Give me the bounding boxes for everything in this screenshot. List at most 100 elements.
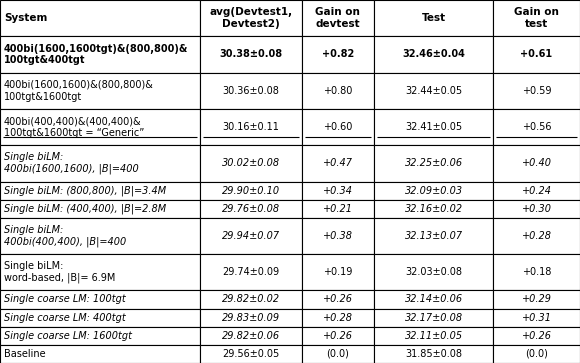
Text: +0.31: +0.31 [521, 313, 552, 323]
Text: +0.26: +0.26 [521, 331, 552, 341]
Bar [200, 73, 302, 109]
Bar [0, 218, 200, 254]
Text: Baseline: Baseline [4, 349, 46, 359]
Bar [200, 345, 302, 363]
Text: Single biLM:
word-based, |B|= 6.9M: Single biLM: word-based, |B|= 6.9M [4, 261, 115, 283]
Text: +0.60: +0.60 [323, 122, 353, 132]
Text: +0.30: +0.30 [521, 204, 552, 214]
Bar [200, 36, 302, 73]
Text: 400bi(1600,1600tgt)&(800,800)&
100tgt&400tgt: 400bi(1600,1600tgt)&(800,800)& 100tgt&40… [4, 44, 188, 65]
Bar [0, 36, 200, 73]
Text: 29.76±0.08: 29.76±0.08 [222, 204, 280, 214]
Bar [493, 290, 580, 309]
Text: Single biLM: (800,800), |B|=3.4M: Single biLM: (800,800), |B|=3.4M [4, 185, 166, 196]
Text: Single coarse LM: 100tgt: Single coarse LM: 100tgt [4, 294, 126, 305]
Bar [374, 182, 493, 200]
Bar [200, 218, 302, 254]
Bar [493, 145, 580, 182]
Bar [493, 327, 580, 345]
Text: 32.11±0.05: 32.11±0.05 [404, 331, 463, 341]
Bar [0, 109, 200, 145]
Bar [374, 309, 493, 327]
Bar [0, 73, 200, 109]
Text: +0.40: +0.40 [521, 158, 552, 168]
Bar [0, 182, 200, 200]
Bar [0, 327, 200, 345]
Text: +0.26: +0.26 [323, 294, 353, 305]
Bar [493, 345, 580, 363]
Bar [200, 182, 302, 200]
Text: 32.16±0.02: 32.16±0.02 [404, 204, 463, 214]
Text: Single biLM:
400bi(1600,1600), |B|=400: Single biLM: 400bi(1600,1600), |B|=400 [4, 152, 139, 174]
Bar [200, 200, 302, 218]
Bar [374, 345, 493, 363]
Bar [200, 109, 302, 145]
Text: Single coarse LM: 1600tgt: Single coarse LM: 1600tgt [4, 331, 132, 341]
Bar [200, 145, 302, 182]
Text: 29.82±0.02: 29.82±0.02 [222, 294, 280, 305]
Bar [302, 327, 374, 345]
Bar [374, 73, 493, 109]
Bar [200, 309, 302, 327]
Text: 32.13±0.07: 32.13±0.07 [404, 231, 463, 241]
Text: 29.82±0.06: 29.82±0.06 [222, 331, 280, 341]
Bar [302, 290, 374, 309]
Text: 400bi(400,400)&(400,400)&
100tgt&1600tgt = “Generic”: 400bi(400,400)&(400,400)& 100tgt&1600tgt… [4, 116, 144, 138]
Text: Single biLM:
400bi(400,400), |B|=400: Single biLM: 400bi(400,400), |B|=400 [4, 225, 126, 247]
Bar [493, 36, 580, 73]
Text: 32.14±0.06: 32.14±0.06 [404, 294, 463, 305]
Text: Gain on
test: Gain on test [514, 7, 559, 29]
Bar [374, 0, 493, 36]
Text: +0.28: +0.28 [323, 313, 353, 323]
Text: +0.21: +0.21 [323, 204, 353, 214]
Text: +0.24: +0.24 [521, 185, 552, 196]
Text: 30.16±0.11: 30.16±0.11 [222, 122, 280, 132]
Text: +0.18: +0.18 [522, 267, 551, 277]
Bar [200, 327, 302, 345]
Bar [374, 254, 493, 290]
Text: (0.0): (0.0) [327, 349, 349, 359]
Bar [374, 290, 493, 309]
Text: +0.19: +0.19 [323, 267, 353, 277]
Text: 30.36±0.08: 30.36±0.08 [222, 86, 280, 96]
Bar [0, 309, 200, 327]
Text: 30.38±0.08: 30.38±0.08 [219, 49, 282, 60]
Bar [493, 309, 580, 327]
Bar [493, 73, 580, 109]
Bar [493, 109, 580, 145]
Text: 32.41±0.05: 32.41±0.05 [405, 122, 462, 132]
Text: Single biLM: (400,400), |B|=2.8M: Single biLM: (400,400), |B|=2.8M [4, 204, 166, 214]
Text: +0.56: +0.56 [522, 122, 551, 132]
Bar [374, 145, 493, 182]
Text: +0.28: +0.28 [521, 231, 552, 241]
Bar [493, 0, 580, 36]
Bar [302, 309, 374, 327]
Bar [493, 254, 580, 290]
Bar [302, 0, 374, 36]
Bar [302, 109, 374, 145]
Bar [302, 254, 374, 290]
Bar [0, 254, 200, 290]
Bar [374, 218, 493, 254]
Bar [374, 36, 493, 73]
Text: +0.34: +0.34 [323, 185, 353, 196]
Text: 29.74±0.09: 29.74±0.09 [222, 267, 280, 277]
Bar [374, 327, 493, 345]
Bar [200, 0, 302, 36]
Text: 400bi(1600,1600)&(800,800)&
100tgt&1600tgt: 400bi(1600,1600)&(800,800)& 100tgt&1600t… [4, 80, 154, 102]
Bar [493, 200, 580, 218]
Text: 29.56±0.05: 29.56±0.05 [222, 349, 280, 359]
Bar [302, 345, 374, 363]
Text: Single coarse LM: 400tgt: Single coarse LM: 400tgt [4, 313, 126, 323]
Bar [0, 0, 200, 36]
Text: 32.03±0.08: 32.03±0.08 [405, 267, 462, 277]
Bar [302, 200, 374, 218]
Text: 32.09±0.03: 32.09±0.03 [404, 185, 463, 196]
Text: +0.47: +0.47 [323, 158, 353, 168]
Text: 32.25±0.06: 32.25±0.06 [404, 158, 463, 168]
Text: +0.29: +0.29 [521, 294, 552, 305]
Bar [0, 200, 200, 218]
Text: +0.80: +0.80 [323, 86, 353, 96]
Text: 29.94±0.07: 29.94±0.07 [222, 231, 280, 241]
Text: Test: Test [422, 13, 445, 23]
